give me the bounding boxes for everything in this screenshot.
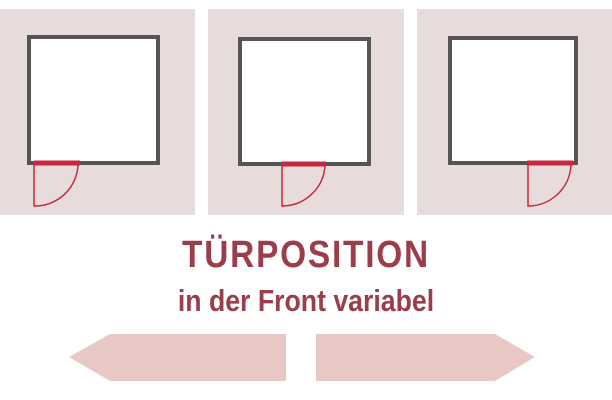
door-swing-icon <box>33 164 79 207</box>
room-outline <box>448 36 578 165</box>
floorplan-panel-door-center <box>208 9 404 215</box>
page-title: TÜRPOSITION <box>182 234 430 276</box>
room-outline <box>238 37 371 166</box>
floorplan-panel-door-right <box>417 9 612 215</box>
arrow-right-icon <box>316 334 535 381</box>
door-swing-icon <box>281 165 326 207</box>
page-subtitle: in der Front variabel <box>177 283 435 318</box>
door-swing-icon <box>527 164 572 207</box>
floorplan-panel-door-left <box>0 9 195 215</box>
room-outline <box>27 35 160 165</box>
arrow-left-icon <box>69 334 286 381</box>
